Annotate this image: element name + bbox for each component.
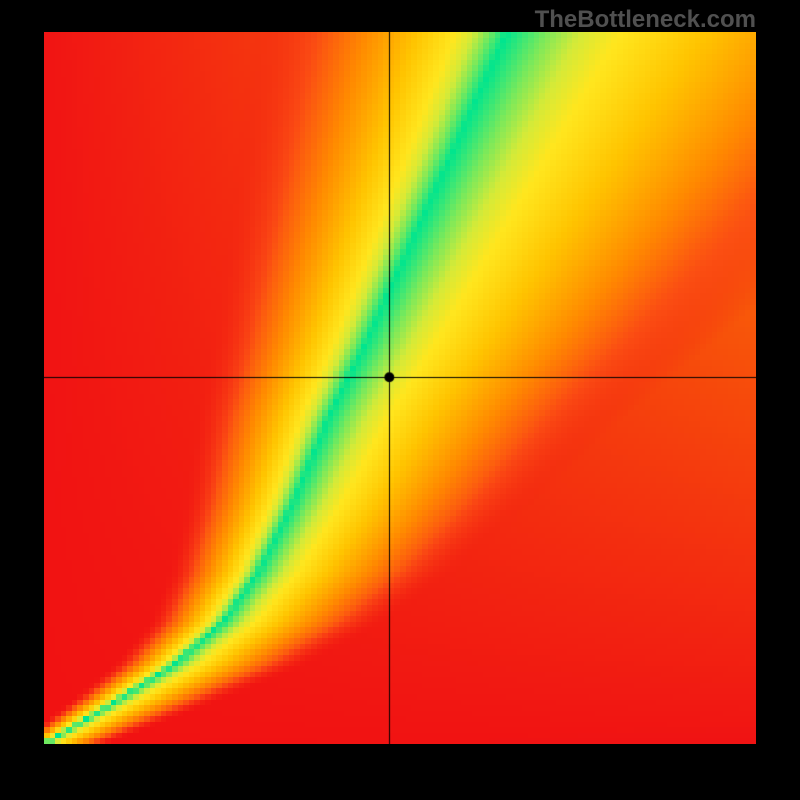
crosshair-overlay (44, 32, 756, 744)
figure-root: TheBottleneck.com (0, 0, 800, 800)
watermark-text: TheBottleneck.com (535, 6, 756, 34)
